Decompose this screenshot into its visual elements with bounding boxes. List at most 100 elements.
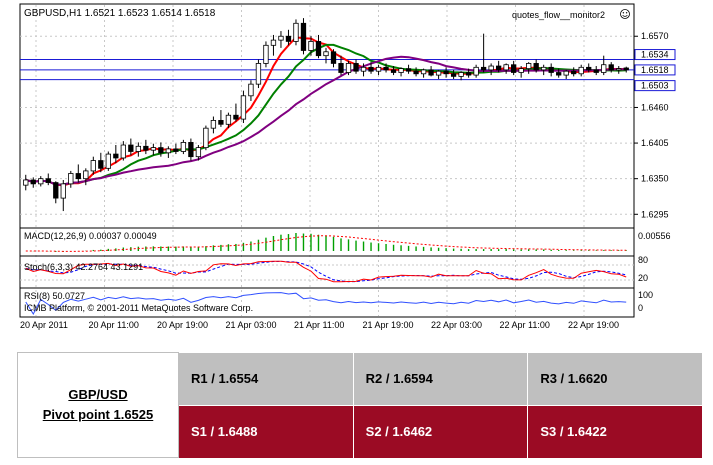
stoch-main-line	[25, 260, 627, 283]
candle-body	[135, 145, 141, 152]
rsi-line	[25, 292, 627, 316]
pivot-summary-cell: GBP/USD Pivot point 1.6525	[17, 352, 179, 458]
time-label: 20 Apr 2011	[20, 320, 68, 330]
time-label: 20 Apr 11:00	[89, 320, 139, 330]
macd-label: MACD(12,26,9) 0.00037 0.00049	[24, 231, 157, 241]
candle-body	[203, 127, 209, 149]
price-tick-label: 1.6405	[641, 138, 669, 148]
rsi-scale-0: 0	[638, 303, 643, 313]
resistance-r1: R1 / 1.6554	[178, 352, 354, 405]
candle-body	[450, 73, 457, 77]
candle-body	[563, 70, 569, 76]
candle-body	[495, 65, 502, 71]
stoch-scale-80: 80	[638, 255, 648, 265]
candle-body	[180, 142, 187, 152]
time-label: 22 Apr 03:00	[431, 320, 482, 330]
candle-body	[113, 153, 119, 159]
time-label: 20 Apr 19:00	[157, 320, 208, 330]
resistance-r2: R2 / 1.6594	[353, 352, 529, 405]
candle-body	[526, 63, 532, 70]
candle-body	[593, 69, 599, 73]
price-tick-label: 1.6460	[641, 102, 669, 112]
candle-body	[473, 66, 479, 76]
candle-body	[30, 179, 36, 185]
candle-body	[601, 64, 607, 73]
candle-body	[90, 160, 96, 172]
candle-body	[405, 68, 412, 72]
candle-body	[240, 95, 247, 120]
candle-body	[623, 67, 629, 71]
copyright: ICMB Platform, © 2001-2011 MetaQuotes So…	[24, 303, 253, 313]
candle-body	[278, 35, 284, 41]
candle-body	[195, 147, 202, 158]
candle-body	[270, 39, 277, 46]
candle-body	[518, 68, 524, 73]
price-tick-label: 1.6570	[641, 31, 669, 41]
level-price-box	[634, 49, 676, 61]
candle-body	[23, 179, 29, 186]
price-axis: 1.6570 1.6460 1.6405 1.6350 1.6295 1.6534 1.65…	[634, 31, 676, 219]
smiley-icon	[620, 9, 630, 19]
stoch-label: Stoch(6,3,3) 42.2764 43.1291	[24, 262, 143, 272]
candle-body	[45, 178, 51, 183]
candle-body	[233, 114, 239, 120]
ma-mid-line	[25, 43, 627, 186]
support-s1: S1 / 1.6488	[178, 404, 354, 458]
level-price-box	[634, 80, 676, 92]
candle-body	[53, 182, 59, 199]
candle-body	[150, 147, 157, 151]
candle-body	[390, 69, 397, 73]
candle-body	[120, 144, 126, 159]
candle-body	[458, 72, 464, 77]
candle-body	[308, 41, 314, 51]
time-label: 21 Apr 19:00	[363, 320, 414, 330]
candle-body	[285, 35, 292, 42]
candle-body	[353, 63, 359, 72]
time-axis: 20 Apr 2011 20 Apr 11:00 20 Apr 19:00 21 Ap…	[20, 320, 619, 330]
price-chart: 1.6570 1.6460 1.6405 1.6350 1.6295 1.6534 1.65…	[19, 3, 676, 330]
pivot-point-label: Pivot point 1.6525	[42, 407, 154, 422]
candle-body	[465, 72, 472, 76]
candle-body	[330, 51, 337, 64]
pair-label: GBP/USD	[68, 387, 128, 402]
candle-body	[548, 66, 554, 73]
candle-body	[420, 69, 427, 75]
candle-body	[360, 66, 367, 72]
candle-body	[210, 120, 217, 129]
chart-title: GBPUSD,H1 1.6521 1.6523 1.6514 1.6518	[24, 8, 216, 19]
macd-scale: 0.00556	[638, 231, 671, 241]
candle-body	[128, 144, 134, 152]
rsi-pane	[25, 292, 627, 316]
candle-body	[398, 68, 404, 73]
candle-body	[143, 145, 149, 151]
macd-pane	[25, 233, 627, 252]
candle-body	[375, 66, 382, 72]
candle-body	[68, 173, 74, 185]
level-price-label: 1.6518	[641, 65, 669, 75]
price-tick-label: 1.6350	[641, 174, 669, 184]
level-price-label: 1.6534	[641, 50, 669, 60]
stochastic-pane	[20, 260, 634, 283]
candle-body	[315, 41, 322, 57]
candle-body	[443, 70, 449, 75]
time-label: 22 Apr 11:00	[500, 320, 550, 330]
time-label: 21 Apr 11:00	[294, 320, 344, 330]
time-label: 21 Apr 03:00	[226, 320, 277, 330]
level-price-label: 1.6503	[641, 81, 669, 91]
candle-body	[38, 178, 44, 185]
rsi-scale-100: 100	[638, 290, 653, 300]
candle-body	[368, 66, 374, 72]
candle-body	[533, 63, 539, 71]
candle-body	[83, 170, 89, 180]
rsi-label: RSI(8) 50.0727	[24, 291, 85, 301]
candle-body	[75, 173, 81, 180]
candle-body	[511, 64, 517, 73]
chart-frame	[19, 3, 635, 318]
time-label: 22 Apr 19:00	[568, 320, 619, 330]
candle-body	[480, 66, 487, 71]
resistance-r3: R3 / 1.6620	[527, 352, 703, 405]
candle-body	[503, 64, 509, 71]
candle-body	[428, 69, 434, 76]
candle-body	[218, 120, 224, 125]
candle-body	[300, 22, 307, 51]
